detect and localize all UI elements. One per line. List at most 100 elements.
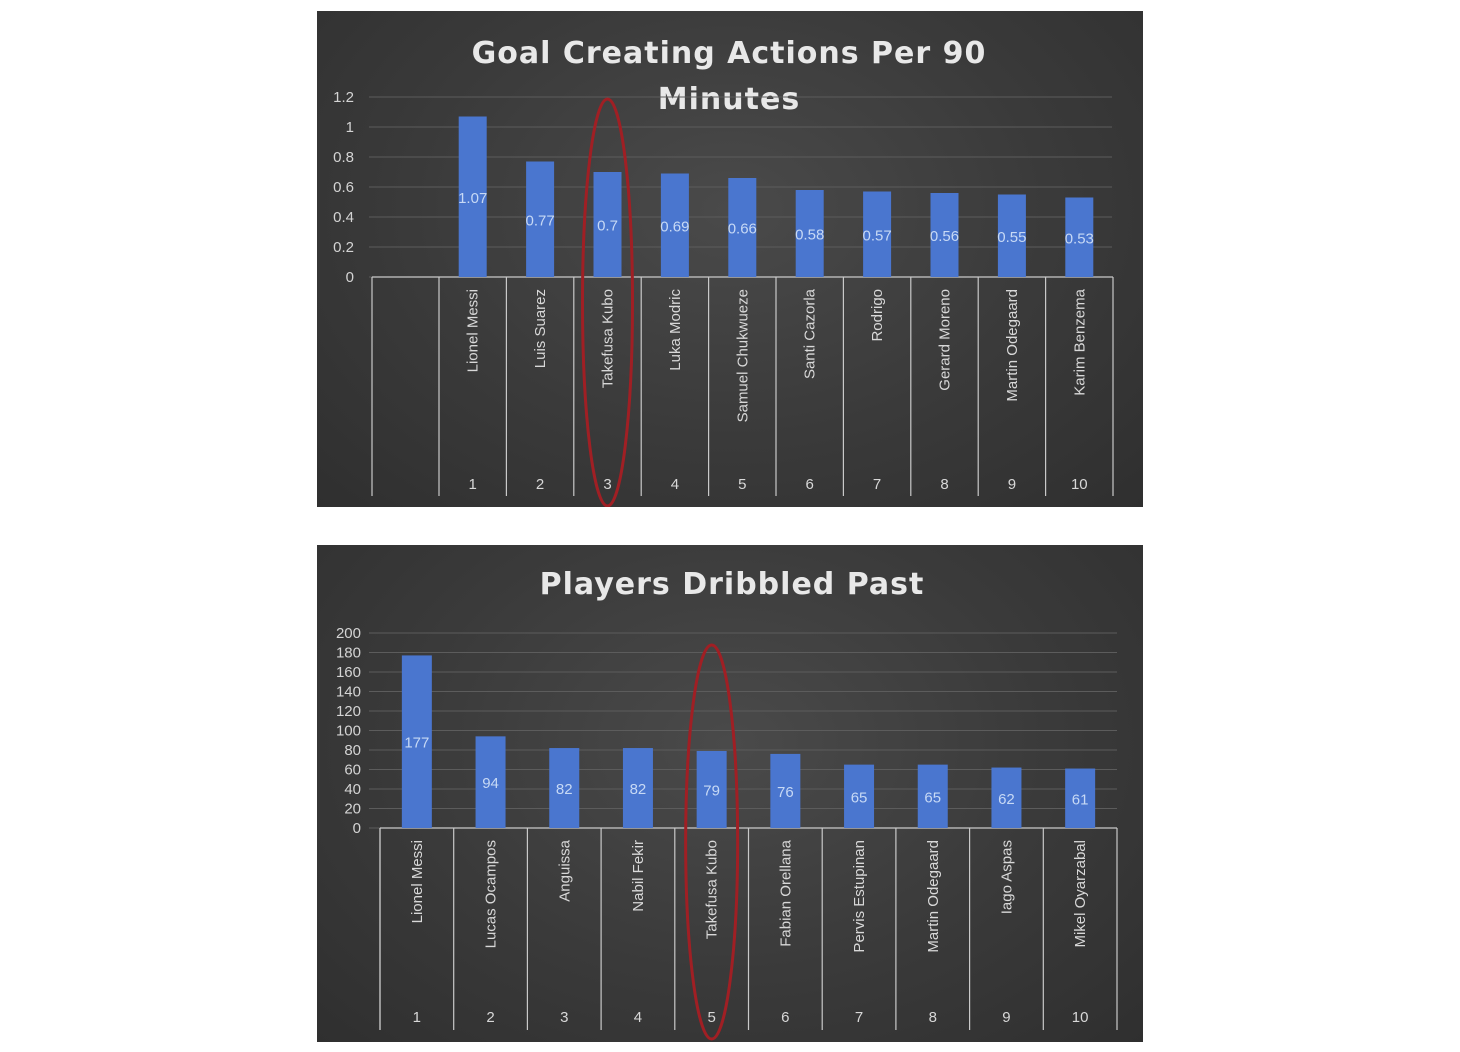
category-label-karim-benzema: Karim Benzema xyxy=(1071,288,1088,395)
y-tick-label: 40 xyxy=(344,781,361,798)
rank-label-9: 9 xyxy=(1002,1009,1010,1026)
y-tick-label: 120 xyxy=(336,703,361,720)
data-label-karim-benzema: 0.53 xyxy=(1065,230,1094,247)
y-tick-label: 1 xyxy=(346,119,354,136)
data-label-iago-aspas: 62 xyxy=(998,791,1015,808)
rank-label-1: 1 xyxy=(469,476,477,493)
category-label-gerard-moreno: Gerard Moreno xyxy=(937,289,954,391)
y-tick-label: 0.6 xyxy=(333,179,354,196)
category-label-nabil-fekir: Nabil Fekir xyxy=(630,840,647,912)
category-label-mikel-oyarzabal: Mikel Oyarzabal xyxy=(1072,840,1089,948)
bar-martin-odegaard xyxy=(997,194,1026,277)
data-label-takefusa-kubo: 79 xyxy=(703,782,720,799)
rank-label-6: 6 xyxy=(806,476,814,493)
data-label-anguissa: 82 xyxy=(556,781,573,798)
category-label-takefusa-kubo: Takefusa Kubo xyxy=(704,840,721,939)
chart-title-line-1: Players Dribbled Past xyxy=(540,567,925,602)
data-label-mikel-oyarzabal: 61 xyxy=(1072,791,1089,808)
bar-luka-modric xyxy=(660,173,689,277)
category-label-lucas-ocampos: Lucas Ocampos xyxy=(483,840,500,948)
bar-anguissa xyxy=(549,748,580,828)
rank-label-8: 8 xyxy=(929,1009,937,1026)
y-tick-label: 20 xyxy=(344,801,361,818)
rank-label-1: 1 xyxy=(413,1009,421,1026)
y-tick-label: 0.4 xyxy=(333,209,354,226)
category-label-lionel-messi: Lionel Messi xyxy=(465,289,482,372)
chart-title-line-2: Minutes xyxy=(658,82,800,117)
y-tick-label: 80 xyxy=(344,742,361,759)
highlight-ellipse xyxy=(581,97,634,507)
category-label-pervis-estupinan: Pervis Estupinan xyxy=(851,840,868,953)
category-label-luka-modric: Luka Modric xyxy=(667,289,684,371)
category-label-iago-aspas: Iago Aspas xyxy=(998,840,1015,914)
rank-label-7: 7 xyxy=(873,476,881,493)
data-label-luis-suarez: 0.77 xyxy=(525,212,554,229)
category-label-anguissa: Anguissa xyxy=(556,839,573,901)
chart-players-dribbled-past: Players Dribbled Past 0 20 40 60 80 100 120 140 1… xyxy=(317,545,1143,1042)
rank-label-10: 10 xyxy=(1072,1009,1089,1026)
data-label-lionel-messi: 1.07 xyxy=(458,190,487,207)
y-tick-label: 0.8 xyxy=(333,149,354,166)
bar-lionel-messi xyxy=(401,655,432,828)
rank-label-4: 4 xyxy=(671,476,679,493)
y-tick-label: 160 xyxy=(336,664,361,681)
rank-label-2: 2 xyxy=(486,1009,494,1026)
data-label-gerard-moreno: 0.56 xyxy=(930,228,959,245)
category-label-santi-cazorla: Santi Cazorla xyxy=(802,288,819,379)
y-tick-label: 0 xyxy=(346,269,354,286)
category-label-fabian-orellana: Fabian Orellana xyxy=(777,839,794,946)
bar-luis-suarez xyxy=(526,161,555,277)
highlight-ellipse xyxy=(684,643,740,1041)
category-label-samuel-chukwueze: Samuel Chukwueze xyxy=(734,289,751,422)
chart-goal-creating-actions: Goal Creating Actions Per 90 Minutes 0 0.2 0… xyxy=(317,11,1143,507)
bar-takefusa-kubo xyxy=(593,172,622,277)
category-label-luis-suarez: Luis Suarez xyxy=(532,289,549,368)
rank-label-4: 4 xyxy=(634,1009,642,1026)
data-label-luka-modric: 0.69 xyxy=(660,218,689,235)
bar-karim-benzema xyxy=(1065,197,1094,277)
data-label-martin-odegaard: 0.55 xyxy=(997,229,1026,246)
data-label-rodrigo: 0.57 xyxy=(862,227,891,244)
chart-players-dribbled-past-svg: Players Dribbled Past 0 20 40 60 80 100 120 140 1… xyxy=(336,567,1118,1041)
data-label-pervis-estupinan: 65 xyxy=(851,789,868,806)
chart-goal-creating-actions-svg: Goal Creating Actions Per 90 Minutes 0 0.2 0… xyxy=(333,36,1114,507)
y-tick-label: 0.2 xyxy=(333,239,354,256)
rank-label-3: 3 xyxy=(603,476,611,493)
category-label-martin-odegaard: Martin Odegaard xyxy=(925,840,942,953)
bar-pervis-estupinan xyxy=(844,764,875,828)
y-tick-label: 60 xyxy=(344,762,361,779)
category-label-rodrigo: Rodrigo xyxy=(869,289,886,342)
rank-label-5: 5 xyxy=(707,1009,715,1026)
rank-label-6: 6 xyxy=(781,1009,789,1026)
y-tick-label: 140 xyxy=(336,684,361,701)
category-label-martin-odegaard: Martin Odegaard xyxy=(1004,289,1021,402)
bar-nabil-fekir xyxy=(622,748,653,828)
bar-rodrigo xyxy=(863,191,892,277)
rank-label-5: 5 xyxy=(738,476,746,493)
bar-iago-aspas xyxy=(991,767,1022,828)
data-label-lionel-messi: 177 xyxy=(404,735,429,752)
y-tick-label: 0 xyxy=(353,820,361,837)
y-tick-label: 100 xyxy=(336,723,361,740)
bar-takefusa-kubo xyxy=(696,750,727,828)
data-label-nabil-fekir: 82 xyxy=(630,781,647,798)
y-tick-label: 180 xyxy=(336,645,361,662)
data-label-lucas-ocampos: 94 xyxy=(482,775,499,792)
rank-label-7: 7 xyxy=(855,1009,863,1026)
rank-label-10: 10 xyxy=(1071,476,1088,493)
chart-title-line-1: Goal Creating Actions Per 90 xyxy=(472,36,987,71)
data-label-martin-odegaard: 65 xyxy=(924,789,941,806)
y-tick-label: 1.2 xyxy=(333,89,354,106)
data-label-fabian-orellana: 76 xyxy=(777,784,794,801)
bar-fabian-orellana xyxy=(770,753,801,828)
category-label-lionel-messi: Lionel Messi xyxy=(409,840,426,923)
bar-samuel-chukwueze xyxy=(728,178,757,277)
rank-label-9: 9 xyxy=(1008,476,1016,493)
rank-label-3: 3 xyxy=(560,1009,568,1026)
bar-lionel-messi xyxy=(458,116,487,277)
category-label-takefusa-kubo: Takefusa Kubo xyxy=(600,289,617,388)
bar-mikel-oyarzabal xyxy=(1065,768,1096,828)
data-label-santi-cazorla: 0.58 xyxy=(795,227,824,244)
bar-santi-cazorla xyxy=(795,190,824,277)
rank-label-2: 2 xyxy=(536,476,544,493)
